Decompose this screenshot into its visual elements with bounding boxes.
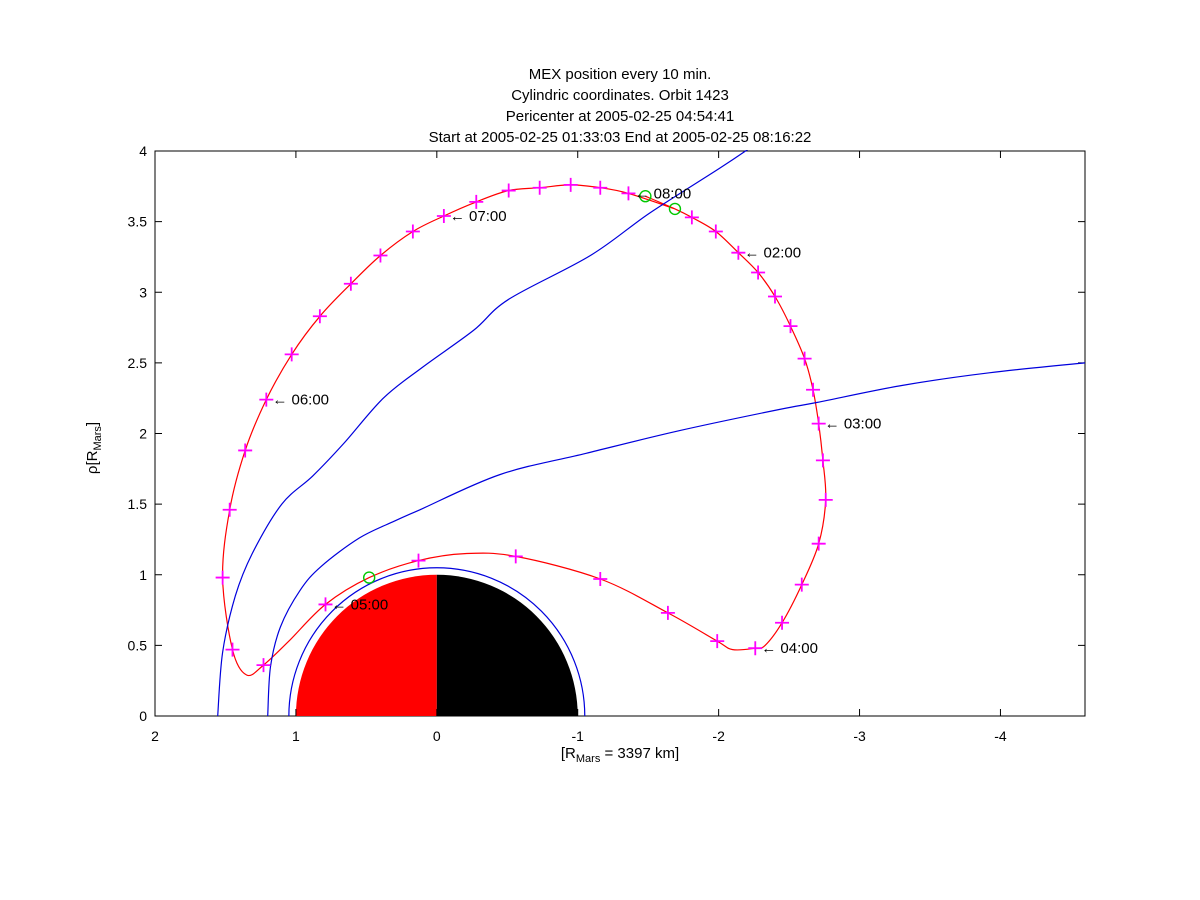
y-tick-label: 2.5 <box>128 355 148 371</box>
orbit-marker-plus <box>806 382 821 397</box>
orbit-marker-plus <box>238 443 253 458</box>
x-tick-label: -1 <box>572 728 585 744</box>
title-line-4: Start at 2005-02-25 01:33:03 End at 2005… <box>429 129 812 146</box>
x-tick-label: 2 <box>151 728 159 744</box>
title-line-1: MEX position every 10 min. <box>529 66 712 83</box>
orbit-marker-plus <box>501 183 516 198</box>
axes-frame <box>154 150 1086 717</box>
y-tick-label: 3.5 <box>128 214 148 230</box>
orbit-marker-plus <box>222 502 237 517</box>
orbit-marker-plus <box>593 571 608 586</box>
time-annotations: ← 02:00 ← 03:00 ← 04:00 ← 05:00 ← 06:00 ← 07:… <box>272 185 881 657</box>
orbit-start-circle <box>639 189 652 203</box>
x-axis-label-end: = 3397 km] <box>600 745 679 762</box>
x-axis-label-subscript: Mars <box>576 753 601 765</box>
orbit-marker-plus <box>811 536 826 551</box>
orbit-marker-plus <box>751 265 766 280</box>
orbit-marker-plus <box>731 245 746 260</box>
orbit-marker-plus <box>318 597 333 612</box>
time-label: ← 07:00 <box>450 208 507 225</box>
x-tick-label: 1 <box>292 728 300 744</box>
orbit-marker-plus <box>815 453 830 468</box>
orbit-end-circle <box>668 202 682 216</box>
mars-day-side <box>295 574 437 716</box>
orbit-marker-plus <box>411 553 426 568</box>
y-axis-label-main: ρ[R <box>84 450 101 474</box>
plot-frame <box>154 150 1086 717</box>
time-label: ← 02:00 <box>744 245 801 262</box>
orbit-marker-plus <box>794 577 809 592</box>
time-label: ← 03:00 <box>825 416 882 433</box>
title-line-2: Cylindric coordinates. Orbit 1423 <box>511 87 729 104</box>
orbit-marker-plus <box>215 570 230 585</box>
orbit-marker-plus <box>811 416 826 431</box>
orbit-marker-plus <box>469 194 484 209</box>
orbit-marker-plus <box>621 186 636 201</box>
x-axis-label: [RMars = 3397 km] <box>561 745 679 765</box>
orbit-marker-plus <box>708 224 723 239</box>
orbit-marker-plus <box>259 392 274 407</box>
orbit-marker-plus <box>284 347 299 362</box>
time-label: ← 08:00 <box>634 185 691 202</box>
y-axis-label: ρ[RMars] <box>84 422 104 474</box>
orbit-marker-plus <box>225 642 240 657</box>
mars-disk <box>295 574 578 716</box>
mars-outline-circle <box>288 567 586 717</box>
orbit-marker-plus <box>797 351 812 366</box>
orbit-marker-plus <box>563 177 578 192</box>
orbit-marker-plus <box>748 641 763 656</box>
event-markers <box>362 189 682 584</box>
plot-title: MEX position every 10 min. Cylindric coo… <box>429 66 812 146</box>
bow-shock-model-curve <box>217 150 749 717</box>
title-line-3: Pericenter at 2005-02-25 04:54:41 <box>506 108 735 125</box>
time-label: ← 06:00 <box>272 392 329 409</box>
pericenter-circle <box>362 571 376 584</box>
y-tick-label: 2 <box>139 426 147 442</box>
x-axis-label-main: [R <box>561 745 576 762</box>
x-tick-label: 0 <box>433 728 441 744</box>
orbit-marker-plus <box>256 658 271 673</box>
y-tick-label: 0.5 <box>128 637 148 653</box>
axis-ticks <box>154 150 1085 717</box>
y-axis-label-subscript: Mars <box>92 426 104 451</box>
mars-night-side <box>436 574 578 716</box>
y-tick-label: 1 <box>139 567 147 583</box>
orbit-marker-plus <box>783 319 798 334</box>
tick-labels: 2 1 0 -1 -2 -3 -4 0 0.5 1 1.5 2 2.5 3 3.5 4 <box>128 143 1007 744</box>
orbit-marker-plus <box>508 549 523 564</box>
orbit-marker-plus <box>768 289 782 304</box>
y-axis-label-end: ] <box>84 422 101 426</box>
x-tick-label: -4 <box>994 728 1007 744</box>
orbit-marker-plus <box>818 492 833 507</box>
orbit-marker-plus <box>405 224 420 239</box>
orbit-marker-plus <box>684 210 699 225</box>
x-tick-label: -3 <box>853 728 866 744</box>
time-label: ← 04:00 <box>761 640 818 657</box>
y-tick-label: 1.5 <box>128 496 148 512</box>
orbit-marker-plus <box>343 276 358 291</box>
orbit-marker-plus <box>660 605 675 620</box>
y-tick-label: 3 <box>139 284 147 300</box>
y-tick-label: 0 <box>139 708 147 724</box>
orbit-markers <box>215 177 833 673</box>
orbit-marker-plus <box>710 634 725 649</box>
time-label: ← 05:00 <box>332 596 389 613</box>
mpb-model-curve <box>267 362 1086 717</box>
y-tick-label: 4 <box>139 143 147 159</box>
x-tick-label: -2 <box>712 728 725 744</box>
orbit-marker-plus <box>373 248 388 263</box>
orbit-marker-plus <box>312 309 327 324</box>
orbit-marker-plus <box>593 180 608 195</box>
orbit-marker-plus <box>775 615 790 630</box>
orbit-marker-plus <box>532 180 547 195</box>
orbit-marker-plus <box>436 208 451 223</box>
mex-orbit-curve <box>221 184 827 677</box>
